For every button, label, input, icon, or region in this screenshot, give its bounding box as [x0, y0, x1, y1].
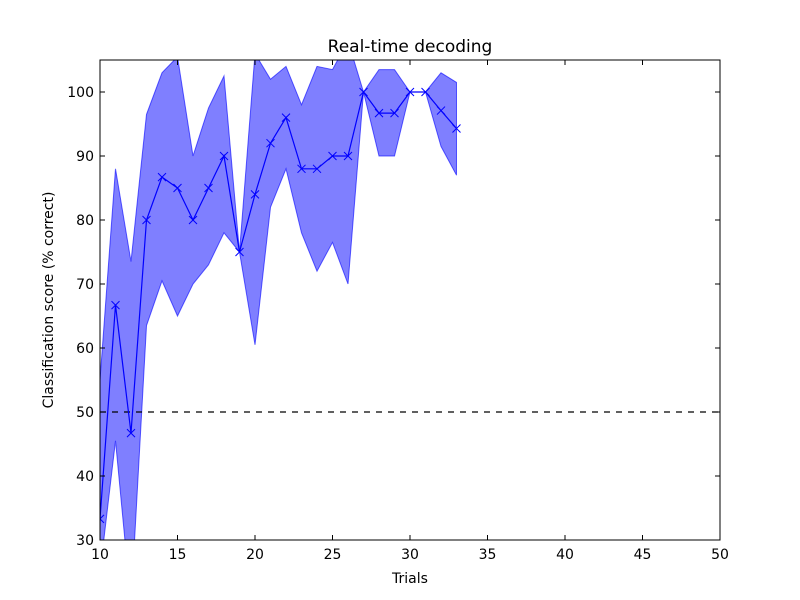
y-tick-label: 70 [76, 277, 94, 293]
x-tick-label: 45 [634, 547, 652, 563]
chart-title: Real-time decoding [328, 37, 493, 57]
x-tick-label: 40 [556, 547, 574, 563]
data-point-marker [390, 108, 399, 118]
data-point-marker [173, 183, 182, 193]
data-point-marker [343, 151, 353, 161]
y-axis: 30 40 50 60 70 80 90 100 [67, 85, 720, 549]
y-tick-label: 90 [76, 149, 94, 165]
data-point-marker [436, 106, 446, 115]
data-point-marker [359, 87, 368, 97]
data-point-marker [328, 151, 337, 161]
data-point-marker [126, 428, 136, 438]
x-tick-label: 25 [324, 547, 342, 563]
x-tick-label: 15 [169, 547, 187, 563]
data-point-marker [235, 247, 244, 257]
x-axis-label: Trials [391, 571, 428, 587]
plot-background [100, 60, 720, 540]
y-axis-label: Classification score (% correct) [41, 192, 57, 409]
y-tick-label: 80 [76, 213, 94, 229]
data-point-marker [142, 215, 151, 225]
x-tick-label: 20 [246, 547, 264, 563]
data-point-marker [250, 190, 260, 199]
data-point-marker [421, 87, 430, 97]
y-tick-label: 30 [76, 533, 94, 549]
data-point-marker [374, 108, 384, 118]
x-tick-label: 30 [401, 547, 419, 563]
confidence-band-layer [100, 60, 457, 540]
data-point-marker [452, 124, 461, 133]
data-point-marker [405, 87, 415, 97]
data-point-marker [312, 164, 322, 174]
series-line [100, 90, 457, 519]
data-point-marker [157, 172, 167, 182]
data-point-marker [188, 215, 198, 225]
data-point-marker [111, 300, 120, 310]
data-point-marker [297, 164, 306, 174]
data-point-marker [204, 183, 213, 193]
y-tick-label: 100 [67, 85, 94, 101]
data-point-marker [100, 514, 105, 524]
x-axis: 10 15 20 25 30 35 40 45 50 [91, 60, 729, 563]
y-tick-label: 60 [76, 341, 94, 357]
data-point-marker [266, 138, 275, 148]
x-tick-label: 50 [711, 547, 729, 563]
x-tick-label: 35 [479, 547, 497, 563]
confidence-band [100, 60, 457, 540]
series-layer [100, 87, 461, 524]
data-point-marker [219, 151, 229, 161]
data-point-marker [281, 113, 291, 122]
y-tick-label: 50 [76, 405, 94, 421]
y-tick-label: 40 [76, 469, 94, 485]
x-tick-label: 10 [91, 547, 109, 563]
